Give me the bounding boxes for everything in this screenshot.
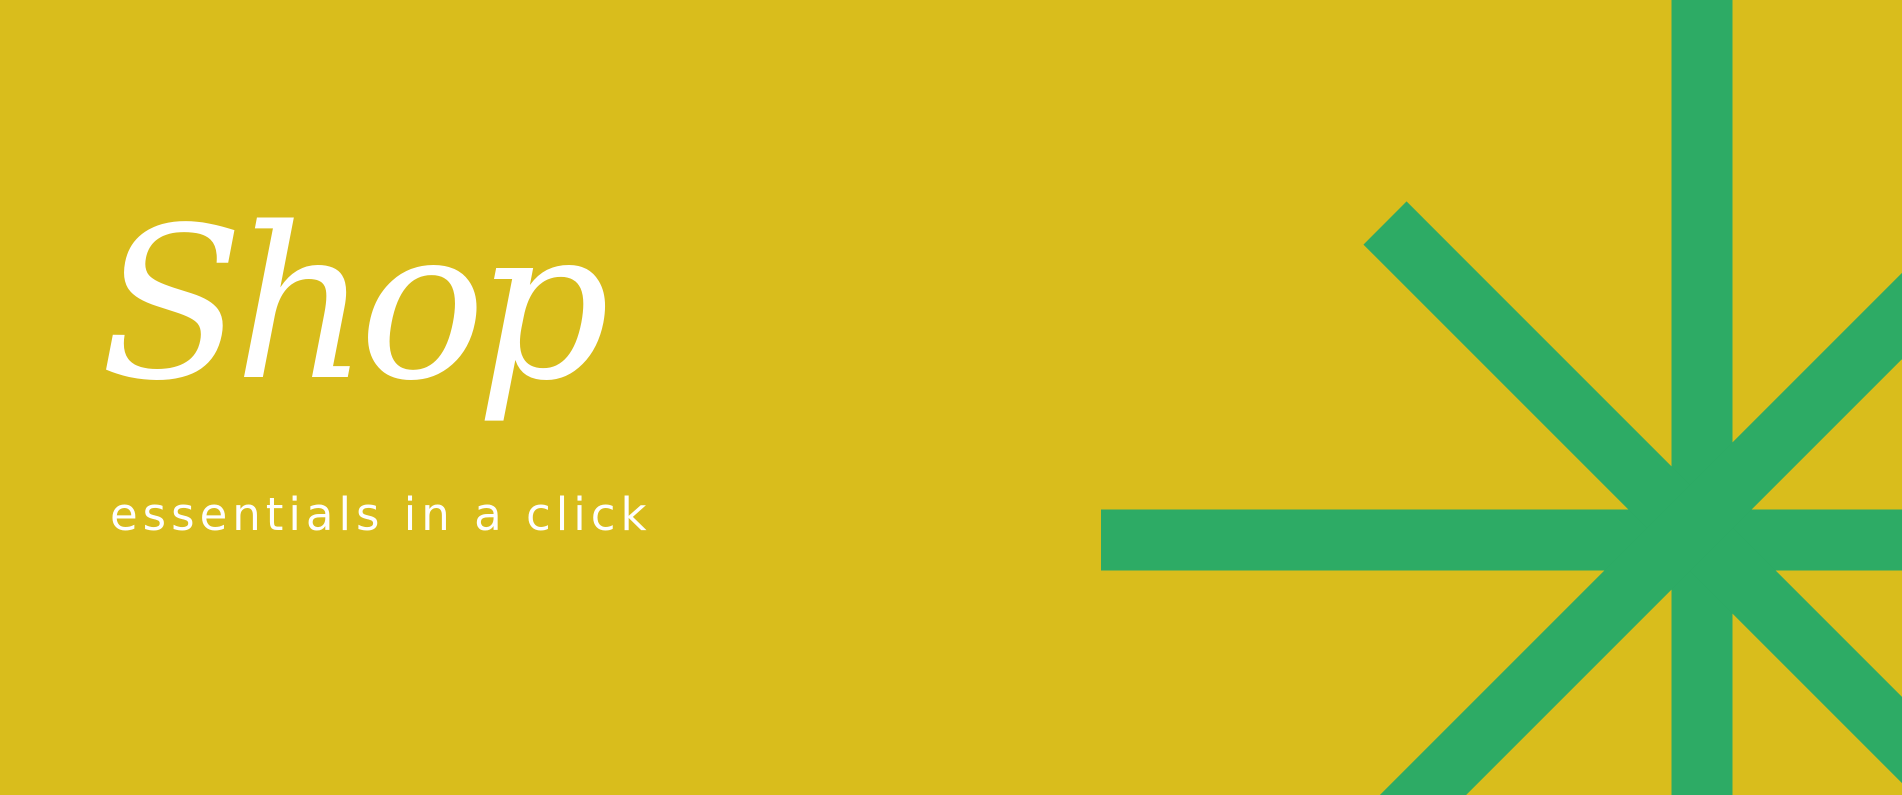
hero-subtitle: essentials in a click	[110, 488, 652, 541]
starburst-ray-diagonal-up	[1379, 272, 1902, 795]
starburst-rays	[1101, 0, 1902, 795]
hero-title: Shop	[100, 182, 610, 427]
